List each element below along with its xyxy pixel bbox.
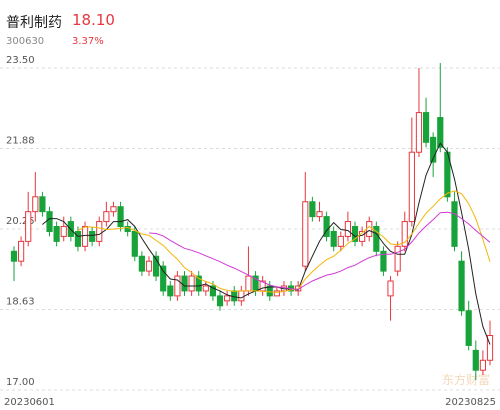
candle-body	[408, 151, 415, 223]
candle-body	[224, 295, 231, 302]
candle-body	[266, 285, 273, 297]
y-tick-label: 21.88	[6, 136, 35, 147]
stock-name: 普利制药	[6, 15, 62, 31]
y-tick-label: 20.25	[6, 216, 35, 227]
moving-average-line	[148, 211, 491, 290]
candle-body	[10, 250, 18, 262]
candle-body	[103, 211, 110, 223]
candle-body	[458, 260, 465, 312]
candle-body	[167, 285, 174, 297]
candle-body	[316, 211, 323, 218]
candle-body	[231, 290, 238, 302]
candle-body	[387, 280, 394, 297]
candle-body	[238, 290, 245, 302]
stock-code: 300630	[6, 36, 45, 47]
candle-body	[380, 250, 387, 272]
candle-body	[209, 285, 217, 297]
y-tick-label: 17.00	[6, 377, 35, 388]
candle-body	[479, 359, 486, 371]
x-tick-label: 20230601	[4, 397, 55, 408]
candle-body	[415, 112, 423, 153]
candle-body	[96, 221, 103, 242]
candle-body	[437, 117, 444, 148]
candle-body	[430, 136, 437, 163]
candle-body	[394, 245, 401, 272]
y-tick-label: 18.63	[6, 297, 35, 308]
x-tick-label: 20230825	[445, 397, 496, 408]
candle-body	[273, 290, 280, 297]
candle-body	[152, 255, 160, 277]
stock-change: 3.37%	[72, 36, 104, 47]
candle-body	[32, 196, 39, 213]
candle-body	[74, 230, 82, 247]
candle-body	[366, 221, 373, 237]
candle-body	[53, 226, 60, 242]
candle-body	[451, 201, 458, 247]
candle-body	[302, 201, 309, 267]
candle-body	[181, 275, 188, 292]
candle-body	[216, 295, 224, 307]
candle-body	[344, 221, 352, 237]
candle-body	[359, 230, 366, 242]
candle-body	[323, 216, 330, 237]
candle-body	[89, 230, 96, 242]
candle-body	[486, 335, 494, 361]
moving-average-line	[77, 190, 491, 293]
candle-body	[18, 240, 25, 262]
candle-body	[60, 226, 67, 237]
candle-body	[131, 230, 138, 257]
candle-body	[465, 310, 472, 346]
candle-body	[245, 275, 252, 292]
candle-body	[188, 275, 195, 292]
candle-body	[145, 260, 153, 272]
candle-body	[330, 230, 337, 247]
candle-body	[202, 285, 209, 292]
candle-body	[472, 349, 479, 371]
moving-average-line	[42, 142, 491, 345]
candle-body	[25, 211, 32, 242]
stock-price: 18.10	[72, 11, 115, 29]
y-tick-label: 23.50	[6, 55, 35, 66]
candle-body	[46, 211, 53, 232]
candle-body	[422, 112, 430, 143]
candle-body	[174, 275, 181, 297]
candle-body	[117, 206, 124, 228]
candle-body	[373, 226, 380, 252]
watermark: 东方财富	[442, 372, 490, 387]
candle-body	[195, 275, 202, 292]
candle-body	[39, 196, 46, 213]
candle-body	[337, 235, 344, 247]
candle-body	[110, 206, 117, 213]
candle-body	[401, 221, 408, 247]
candle-body	[138, 255, 145, 272]
candle-body	[160, 265, 167, 292]
candle-body	[309, 201, 316, 218]
candle-body	[81, 226, 89, 247]
